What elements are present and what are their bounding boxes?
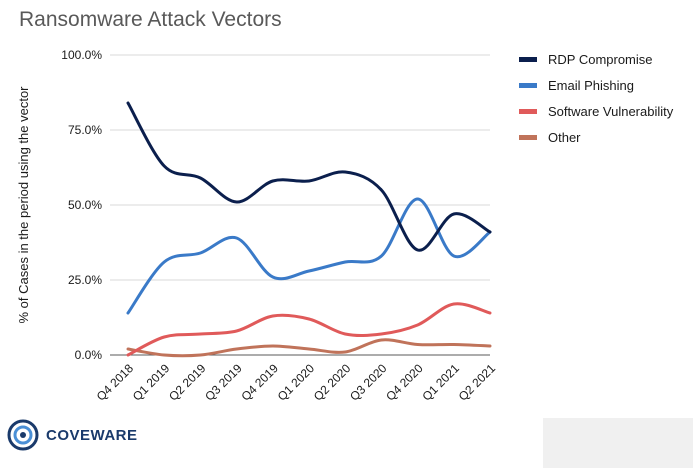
legend-swatch — [519, 108, 537, 114]
y-tick-label: 100.0% — [61, 48, 102, 62]
legend-label: Software Vulnerability — [548, 103, 674, 119]
chart-title: Ransomware Attack Vectors — [19, 8, 282, 31]
x-tick-label: Q2 2019 — [166, 361, 209, 404]
series-line-other — [126, 338, 492, 358]
legend-item-software-vulnerability: Software Vulnerability — [519, 98, 673, 124]
x-tick-label: Q1 2020 — [275, 361, 318, 404]
legend-item-rdp-compromise: RDP Compromise — [519, 46, 673, 72]
legend-item-other: Other — [519, 124, 673, 150]
series-line-rdp-compromise — [126, 101, 492, 252]
logo-text: COVEWARE — [46, 426, 138, 444]
y-tick-label: 50.0% — [68, 198, 102, 212]
x-tick-label: Q2 2020 — [311, 361, 354, 404]
legend-label: Email Phishing — [548, 77, 634, 93]
legend: RDP Compromise Email Phishing Software Vul… — [519, 46, 673, 150]
x-tick-label: Q3 2019 — [202, 361, 245, 404]
legend-swatch — [519, 134, 537, 140]
x-tick-label: Q4 2018 — [94, 361, 137, 404]
x-tick-label: Q4 2019 — [238, 361, 281, 404]
coveware-logo-icon — [7, 419, 39, 451]
series-line-email-phishing — [126, 197, 492, 315]
x-tick-label: Q1 2021 — [419, 361, 462, 404]
y-tick-label: 25.0% — [68, 273, 102, 287]
x-tick-label: Q4 2020 — [383, 361, 426, 404]
x-tick-label: Q2 2021 — [456, 361, 499, 404]
x-tick-label: Q3 2020 — [347, 361, 390, 404]
coveware-logo: COVEWARE — [6, 418, 138, 452]
legend-label: RDP Compromise — [548, 51, 653, 67]
legend-item-email-phishing: Email Phishing — [519, 72, 673, 98]
legend-swatch — [519, 82, 537, 88]
y-axis-label: % of Cases in the period using the vecto… — [16, 86, 31, 324]
y-tick-label: 0.0% — [75, 348, 103, 362]
y-tick-label: 75.0% — [68, 123, 102, 137]
legend-swatch — [519, 56, 537, 62]
series-line-software-vulnerability — [126, 302, 492, 357]
legend-label: Other — [548, 129, 581, 145]
x-tick-label: Q1 2019 — [130, 361, 173, 404]
corner-panel — [543, 418, 693, 468]
